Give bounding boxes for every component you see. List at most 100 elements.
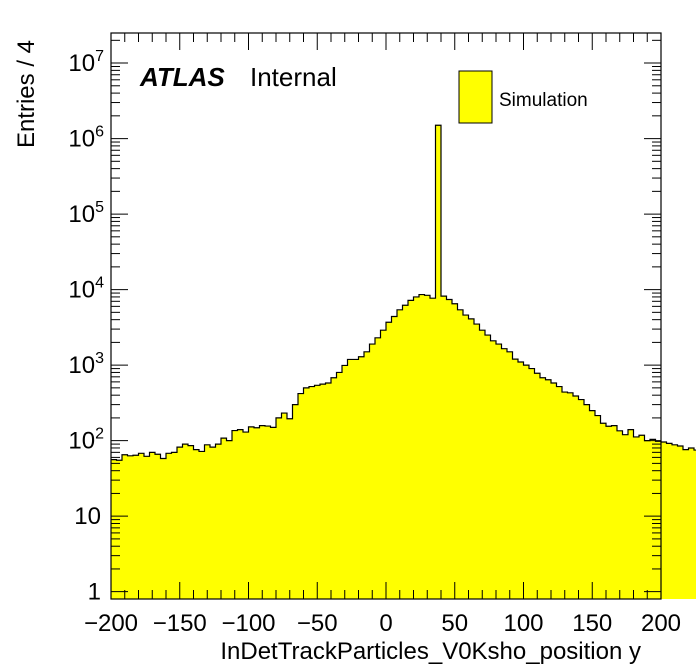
histogram-bar [556,386,563,599]
histogram-bar [485,335,491,599]
histogram-bar [215,444,222,599]
histogram-bar [380,330,387,599]
histogram-bar [661,441,667,599]
histogram-bar [644,440,651,599]
histogram-bar [435,125,442,599]
histogram-bar [243,432,249,599]
histogram-bar [507,351,513,599]
histogram-bar [292,404,299,599]
legend-entry-simulation: Simulation [499,90,588,111]
histogram-bar [408,300,414,599]
histogram-bar [138,453,145,599]
histogram-bar [287,418,293,599]
histogram-bar [446,299,453,599]
histogram-bar [325,382,332,599]
histogram-bar [479,330,486,599]
histogram-bar [617,430,623,599]
histogram-bar [540,377,546,599]
histogram-bar [452,303,458,599]
legend-swatch [458,70,493,124]
histogram-bar [226,440,233,599]
histogram-bar [639,435,645,599]
x-tick-label: −150 [153,610,207,637]
histogram-bar [353,359,359,599]
histogram-bar [589,410,596,599]
histogram-bar [551,382,557,599]
histogram-bar [204,444,211,599]
x-tick-label: −200 [84,610,138,637]
histogram-bar [155,454,161,599]
histogram-bar [210,447,216,599]
histogram-bar [655,441,662,599]
histogram-bar [413,296,420,599]
y-tick-label: 106 [68,124,104,153]
histogram-bar [468,318,475,599]
histogram-bar [386,322,392,599]
histogram-bar [573,396,579,599]
histogram-bars [111,125,696,599]
x-axis-tick-labels: −200 −150 −100 −50 0 50 100 150 200 [84,610,681,637]
atlas-label: ATLAS [139,62,225,92]
histogram-bar [441,296,447,599]
x-tick-label: 200 [641,610,681,637]
y-axis-title: Entries / 4 [13,40,40,148]
y-tick-label: 105 [68,199,104,228]
x-axis-ticks [110,33,662,599]
histogram-bar [358,356,365,599]
histogram-bar [133,455,139,599]
x-tick-label: 50 [441,610,468,637]
y-tick-label: 102 [68,426,104,455]
histogram-bar [672,444,678,599]
histogram-bar [177,447,183,599]
histogram-bar [369,344,376,599]
histogram-bar [628,429,634,599]
histogram-bar [188,445,194,599]
histogram-bar [677,445,684,599]
histogram-bar [490,340,497,599]
histogram-bar [111,459,117,599]
histogram-bar [611,425,618,599]
y-tick-label: 10 [74,503,101,530]
histogram-bar [518,362,524,599]
histogram-bar [281,413,288,599]
histogram-bar [534,373,541,599]
histogram-bar [578,399,585,599]
histogram-bar [523,365,530,599]
histogram-bar [166,453,172,599]
histogram-bar [270,427,277,599]
histogram-bar [683,449,689,599]
x-tick-label: 0 [379,610,392,637]
histogram-bar [309,386,315,599]
histogram-bar [144,456,150,599]
histogram-bar [633,436,640,599]
histogram-bar [512,359,519,599]
histogram-bar [688,447,695,599]
histogram-bar [199,451,205,599]
histogram-bar [193,449,200,599]
histogram-bar [331,377,337,599]
y-tick-label: 107 [68,48,104,77]
histogram-bar [391,316,398,599]
histogram-bar [545,379,552,599]
x-axis-title: InDetTrackParticles_V0Ksho_position y [220,638,641,665]
histogram-bar [116,460,123,599]
histogram-bar [666,443,673,599]
histogram-bar [567,392,574,599]
histogram-bar [584,404,590,599]
histogram-bar [595,415,601,599]
histogram-bar [364,351,370,599]
histogram-bar [430,298,436,599]
histogram-bar [694,450,696,599]
histogram-bar [457,309,464,599]
histogram-bar [375,337,381,599]
histogram-bar [600,423,607,599]
histogram-bar [342,365,348,599]
histogram-bar [622,434,629,599]
histogram-bar [347,359,354,599]
histogram-bar [232,430,238,599]
histogram-bar [501,348,508,599]
histogram-bar [254,427,260,599]
x-tick-label: −100 [221,610,275,637]
histogram-bar [221,438,227,599]
